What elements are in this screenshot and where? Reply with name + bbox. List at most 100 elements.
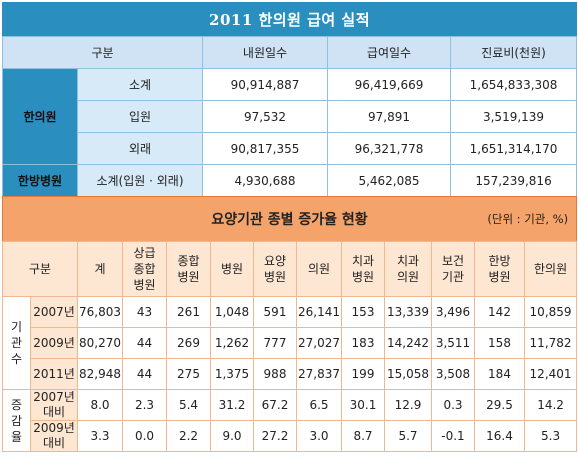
cell: 96,419,669: [327, 68, 451, 101]
cell: 27.2: [253, 420, 297, 452]
column-header: 한의원: [523, 241, 578, 297]
column-header: 한방 병원: [474, 241, 525, 297]
cell: 2.2: [166, 420, 211, 452]
row-label: 소계(입원 · 외래): [77, 164, 203, 197]
cell: 0.3: [431, 389, 475, 421]
group-label-hospital: 한방병원: [2, 164, 78, 197]
cell: 30.1: [341, 389, 385, 421]
table-row: 2009년 대비 3.3 0.0 2.2 9.0 27.2 3.0 8.7 5.7 -0.1 16.…: [3, 420, 578, 452]
cell: 142: [474, 296, 525, 328]
cell: 157,239,816: [449, 164, 578, 197]
cell: 12,401: [523, 358, 578, 390]
cell: 2.3: [122, 389, 167, 421]
cell: 1,048: [210, 296, 254, 328]
cell: 9.0: [210, 420, 254, 452]
cell: 0.0: [122, 420, 167, 452]
cell: 988: [253, 358, 297, 390]
institution-growth-table: 요양기관 종별 증가율 현황 (단위 : 기관, %) 구분 계 상급 종합 병원 종…: [2, 196, 578, 452]
cell: 777: [253, 327, 297, 359]
cell: 97,891: [327, 100, 451, 133]
cell: 3,519,139: [449, 100, 578, 133]
cell: 10,859: [523, 296, 578, 328]
year-label: 2007년 대비: [30, 389, 78, 421]
cell: 82,948: [77, 358, 123, 390]
column-header: 종합 병원: [166, 241, 211, 297]
cell: 14,242: [384, 327, 432, 359]
cell: 6.5: [296, 389, 342, 421]
cell: 1,262: [210, 327, 254, 359]
cell: 11,782: [523, 327, 578, 359]
group-label: 증 감 율: [2, 389, 31, 452]
cell: 275: [166, 358, 211, 390]
year-label: 2007년: [30, 296, 78, 328]
cell: 29.5: [474, 389, 525, 421]
cell: 3,496: [431, 296, 475, 328]
cell: 5.3: [523, 420, 578, 452]
cell: 3,508: [431, 358, 475, 390]
cell: 269: [166, 327, 211, 359]
cell: 3,511: [431, 327, 475, 359]
growth-table-title-text: 요양기관 종별 증가율 현황: [211, 212, 368, 228]
cell: 14.2: [523, 389, 578, 421]
cell: 5.7: [384, 420, 432, 452]
growth-table-header: 구분 계 상급 종합 병원 종합 병원 병원 요양 병원 의원 치과 병원 치과 의원 보건 기관…: [2, 241, 578, 297]
cell: 90,817,355: [202, 132, 328, 165]
table-row: 2011년 82,948 44 275 1,375 988 27,837 199 15,058 3…: [3, 358, 578, 390]
table-row: 2009년 80,270 44 269 1,262 777 27,027 183 14,242 3…: [3, 327, 578, 359]
cell: 44: [122, 327, 167, 359]
cell: 12.9: [384, 389, 432, 421]
cell: 8.0: [77, 389, 123, 421]
column-header: 보건 기관: [431, 241, 475, 297]
year-label: 2011년: [30, 358, 78, 390]
cell: 1,375: [210, 358, 254, 390]
column-header: 치과 의원: [384, 241, 432, 297]
cell: 27,837: [296, 358, 342, 390]
claims-table-title: 2011 한의원 급여 실적: [2, 2, 577, 37]
cell: 13,339: [384, 296, 432, 328]
column-header: 병원: [210, 241, 254, 297]
table-row: 증 감 율 2007년 대비 8.0 2.3 5.4 31.2 67.2 6.5 30.1 12.…: [2, 389, 578, 452]
cell: 184: [474, 358, 525, 390]
header-benefit-days: 급여일수: [327, 36, 451, 69]
cell: 1,651,314,170: [449, 132, 578, 165]
table-row: 입원 97,532 97,891 3,519,139: [3, 100, 578, 133]
column-header: 의원: [296, 241, 342, 297]
column-header: 계: [77, 241, 123, 297]
year-label: 2009년 대비: [30, 420, 78, 452]
cell: 15,058: [384, 358, 432, 390]
cell: 5,462,085: [327, 164, 451, 197]
header-medical-cost: 진료비(천원): [449, 36, 578, 69]
cell: 158: [474, 327, 525, 359]
cell: 3.0: [296, 420, 342, 452]
group-label-clinic: 한의원: [2, 68, 78, 165]
year-label: 2009년: [30, 327, 78, 359]
row-label: 외래: [77, 132, 203, 165]
table-row: 한방병원 소계(입원 · 외래) 4,930,688 5,462,085 157…: [2, 164, 578, 197]
row-label: 소계: [77, 68, 203, 101]
cell: 4,930,688: [202, 164, 328, 197]
growth-table-title: 요양기관 종별 증가율 현황 (단위 : 기관, %): [2, 196, 577, 242]
cell: 80,270: [77, 327, 123, 359]
unit-label: (단위 : 기관, %): [487, 212, 569, 226]
column-header: 치과 병원: [341, 241, 385, 297]
cell: 3.3: [77, 420, 123, 452]
cell: 31.2: [210, 389, 254, 421]
cell: 5.4: [166, 389, 211, 421]
cell: 26,141: [296, 296, 342, 328]
row-label: 입원: [77, 100, 203, 133]
column-header: 요양 병원: [253, 241, 297, 297]
header-visit-days: 내원일수: [202, 36, 328, 69]
cell: 76,803: [77, 296, 123, 328]
cell: 43: [122, 296, 167, 328]
cell: 1,654,833,308: [449, 68, 578, 101]
group-label: 기 관 수: [2, 296, 31, 390]
header-category: 구분: [2, 36, 203, 69]
cell: 261: [166, 296, 211, 328]
cell: 591: [253, 296, 297, 328]
cell: 27,027: [296, 327, 342, 359]
cell: 153: [341, 296, 385, 328]
table-row: 한의원 소계 90,914,887 96,419,669 1,654,833,3…: [2, 68, 578, 165]
table-row: 외래 90,817,355 96,321,778 1,651,314,170: [3, 132, 578, 165]
table-row: 기 관 수 2007년 76,803 43 261 1,048 591 26,141 153 13…: [2, 296, 578, 390]
claims-table: 2011 한의원 급여 실적 구분 내원일수 급여일수 진료비(천원) 한의원 …: [2, 2, 578, 197]
